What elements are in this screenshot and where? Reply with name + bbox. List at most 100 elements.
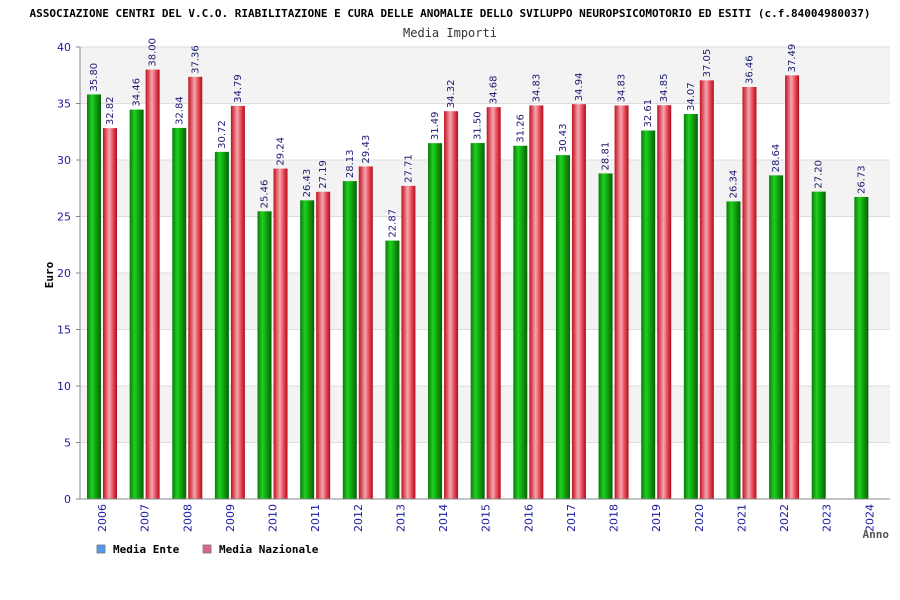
data-label: 29.43 xyxy=(361,135,372,164)
bar-media-nazionale xyxy=(103,128,117,499)
x-tick-label: 2019 xyxy=(650,504,663,532)
chart-title: ASSOCIAZIONE CENTRI DEL V.C.O. RIABILITA… xyxy=(29,7,870,20)
bar-media-ente xyxy=(300,200,315,499)
y-tick-labels: 0 5 10 15 20 25 30 35 40 xyxy=(57,41,80,506)
x-tick-label: 2008 xyxy=(181,504,194,532)
bar-media-ente xyxy=(513,145,528,499)
bar-media-nazionale xyxy=(444,111,459,500)
bar-media-nazionale xyxy=(145,69,160,499)
bar-media-nazionale xyxy=(486,107,501,499)
data-label: 31.49 xyxy=(430,112,441,141)
x-tick-label: 2007 xyxy=(139,504,152,532)
data-label: 34.68 xyxy=(489,75,500,104)
bar-media-ente xyxy=(854,196,869,500)
data-label: 34.94 xyxy=(574,73,585,102)
data-label: 32.84 xyxy=(174,96,185,125)
data-label: 27.20 xyxy=(814,160,825,189)
x-tick-label: 2017 xyxy=(565,504,578,532)
x-tick-label: 2018 xyxy=(608,504,621,532)
x-tick-label: 2024 xyxy=(863,504,876,532)
data-label: 35.80 xyxy=(89,63,100,92)
chart-subtitle: Media Importi xyxy=(403,26,497,40)
data-label: 30.43 xyxy=(558,124,569,153)
legend-swatch-media-nazionale xyxy=(202,544,212,554)
bar-media-nazionale xyxy=(188,76,203,499)
data-label: 34.85 xyxy=(659,74,670,103)
data-label: 26.43 xyxy=(302,169,313,198)
y-tick-label: 35 xyxy=(57,98,71,111)
data-label: 27.71 xyxy=(403,154,414,183)
data-label: 22.87 xyxy=(387,209,398,238)
data-label: 27.19 xyxy=(318,160,329,189)
y-tick-label: 40 xyxy=(57,41,71,54)
bars-group xyxy=(87,69,869,500)
legend-label-media-nazionale: Media Nazionale xyxy=(219,543,319,556)
x-tick-label: 2013 xyxy=(394,504,407,532)
data-label: 38.00 xyxy=(148,38,159,67)
bar-media-nazionale xyxy=(785,75,800,499)
x-tick-label: 2010 xyxy=(267,504,280,532)
bar-media-nazionale xyxy=(657,105,672,499)
x-tick-labels: 2006 2007 2008 2009 2010 2011 2012 2013 2014 2015… xyxy=(96,504,876,532)
bar-media-ente xyxy=(598,173,613,499)
data-label: 36.46 xyxy=(744,55,755,84)
data-labels-group: 35.80 32.82 34.46 38.00 32.84 37.36 30.72 34.79… xyxy=(89,38,867,238)
bar-media-nazionale xyxy=(401,185,416,499)
y-tick-label: 10 xyxy=(57,380,71,393)
legend: Media Ente Media Nazionale xyxy=(96,543,319,556)
x-tick-label: 2023 xyxy=(821,504,834,532)
bar-media-nazionale xyxy=(529,105,544,500)
data-label: 32.61 xyxy=(643,99,654,128)
y-tick-label: 15 xyxy=(57,324,71,337)
legend-swatch-media-ente xyxy=(96,544,106,554)
bar-media-nazionale xyxy=(699,80,714,500)
data-label: 37.49 xyxy=(787,44,798,73)
y-tick-label: 30 xyxy=(57,154,71,167)
bar-media-nazionale xyxy=(614,105,629,500)
x-axis-label: Anno xyxy=(863,528,890,541)
data-label: 31.50 xyxy=(473,111,484,140)
data-label: 32.82 xyxy=(105,96,116,125)
bar-media-ente xyxy=(470,143,485,500)
bar-media-nazionale xyxy=(742,87,757,499)
x-tick-label: 2014 xyxy=(437,504,450,532)
data-label: 30.72 xyxy=(217,120,228,149)
bar-media-nazionale xyxy=(273,168,288,499)
bar-media-ente xyxy=(811,191,826,499)
x-tick-label: 2022 xyxy=(778,504,791,532)
bar-media-ente xyxy=(726,201,741,499)
data-label: 34.07 xyxy=(686,82,697,111)
bar-media-ente xyxy=(641,130,656,499)
x-tick-label: 2011 xyxy=(309,504,322,532)
x-tick-label: 2006 xyxy=(96,504,109,532)
data-label: 28.64 xyxy=(771,144,782,173)
bar-media-ente xyxy=(428,143,443,499)
y-tick-label: 20 xyxy=(57,267,71,280)
legend-label-media-ente: Media Ente xyxy=(113,543,180,556)
bar-media-ente xyxy=(385,240,400,499)
bar-media-ente xyxy=(214,151,229,499)
bar-media-ente xyxy=(172,127,187,500)
x-tick-label: 2021 xyxy=(735,504,748,532)
data-label: 28.81 xyxy=(601,142,612,171)
data-label: 28.13 xyxy=(345,149,356,178)
y-tick-label: 0 xyxy=(64,493,71,506)
data-label: 34.32 xyxy=(446,80,457,109)
data-label: 37.36 xyxy=(190,45,201,74)
y-tick-label: 5 xyxy=(64,437,71,450)
bar-media-nazionale xyxy=(358,166,373,500)
data-label: 26.73 xyxy=(856,165,867,194)
bar-media-ente xyxy=(129,109,144,500)
data-label: 26.34 xyxy=(728,170,739,199)
data-label: 31.26 xyxy=(515,114,526,143)
y-axis-label: Euro xyxy=(43,261,56,288)
bar-media-nazionale xyxy=(571,104,586,499)
data-label: 29.24 xyxy=(276,137,287,166)
bar-media-ente xyxy=(87,94,101,500)
x-tick-label: 2020 xyxy=(693,504,706,532)
x-tick-label: 2012 xyxy=(352,504,365,532)
x-tick-label: 2015 xyxy=(480,504,493,532)
bar-media-ente xyxy=(683,114,698,499)
data-label: 34.83 xyxy=(531,74,542,103)
